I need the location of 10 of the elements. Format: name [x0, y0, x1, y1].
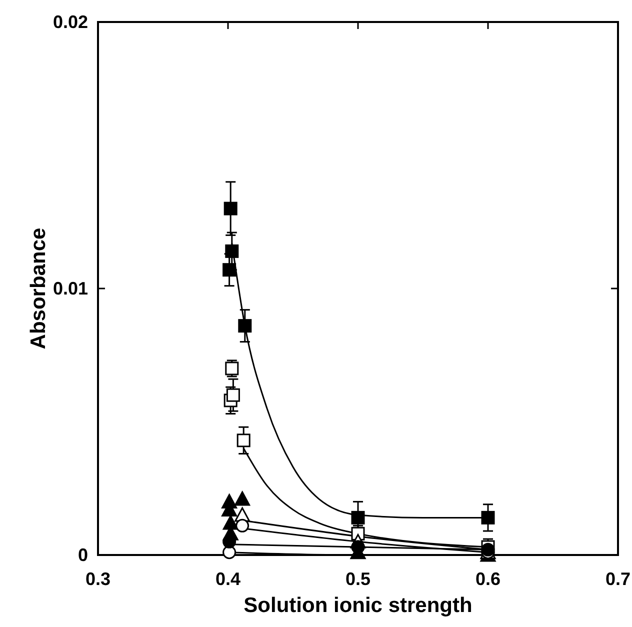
x-tick-label: 0.7 — [605, 569, 631, 589]
x-tick-label: 0.3 — [85, 569, 111, 589]
x-tick-label: 0.5 — [345, 569, 371, 589]
y-tick-label: 0 — [78, 545, 88, 565]
x-tick-label: 0.4 — [215, 569, 241, 589]
y-tick-label: 0.02 — [52, 12, 88, 32]
y-tick-label: 0.01 — [52, 278, 88, 298]
x-axis-title: Solution ionic strength — [244, 594, 472, 617]
x-tick-label: 0.6 — [475, 569, 501, 589]
y-axis-title: Absorbance — [27, 228, 50, 350]
